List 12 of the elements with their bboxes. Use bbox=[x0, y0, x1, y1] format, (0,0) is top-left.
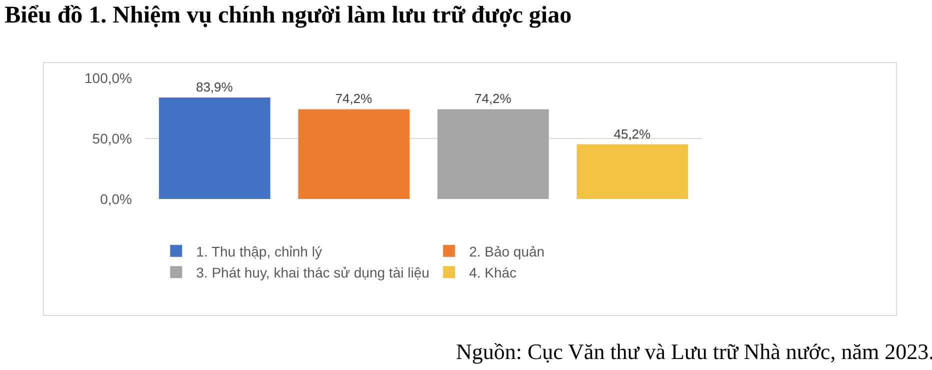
legend-label: 2. Bảo quản bbox=[469, 243, 545, 260]
data-label: 74,2% bbox=[474, 91, 512, 106]
legend-label: 1. Thu thập, chỉnh lý bbox=[196, 243, 322, 260]
y-tick-label: 0,0% bbox=[100, 190, 132, 207]
data-label: 45,2% bbox=[614, 126, 652, 142]
y-tick-label: 100,0% bbox=[84, 70, 132, 86]
chart-title: Biểu đồ 1. Nhiệm vụ chính người làm lưu trữ được giao bbox=[4, 2, 572, 28]
data-label: 83,9% bbox=[196, 79, 234, 94]
legend-label: 3. Phát huy, khai thác sử dụng tài liệu bbox=[196, 264, 430, 281]
legend-label: 4. Khác bbox=[469, 264, 517, 281]
data-label: 74,2% bbox=[335, 91, 373, 106]
y-tick-label: 50,0% bbox=[92, 130, 132, 146]
